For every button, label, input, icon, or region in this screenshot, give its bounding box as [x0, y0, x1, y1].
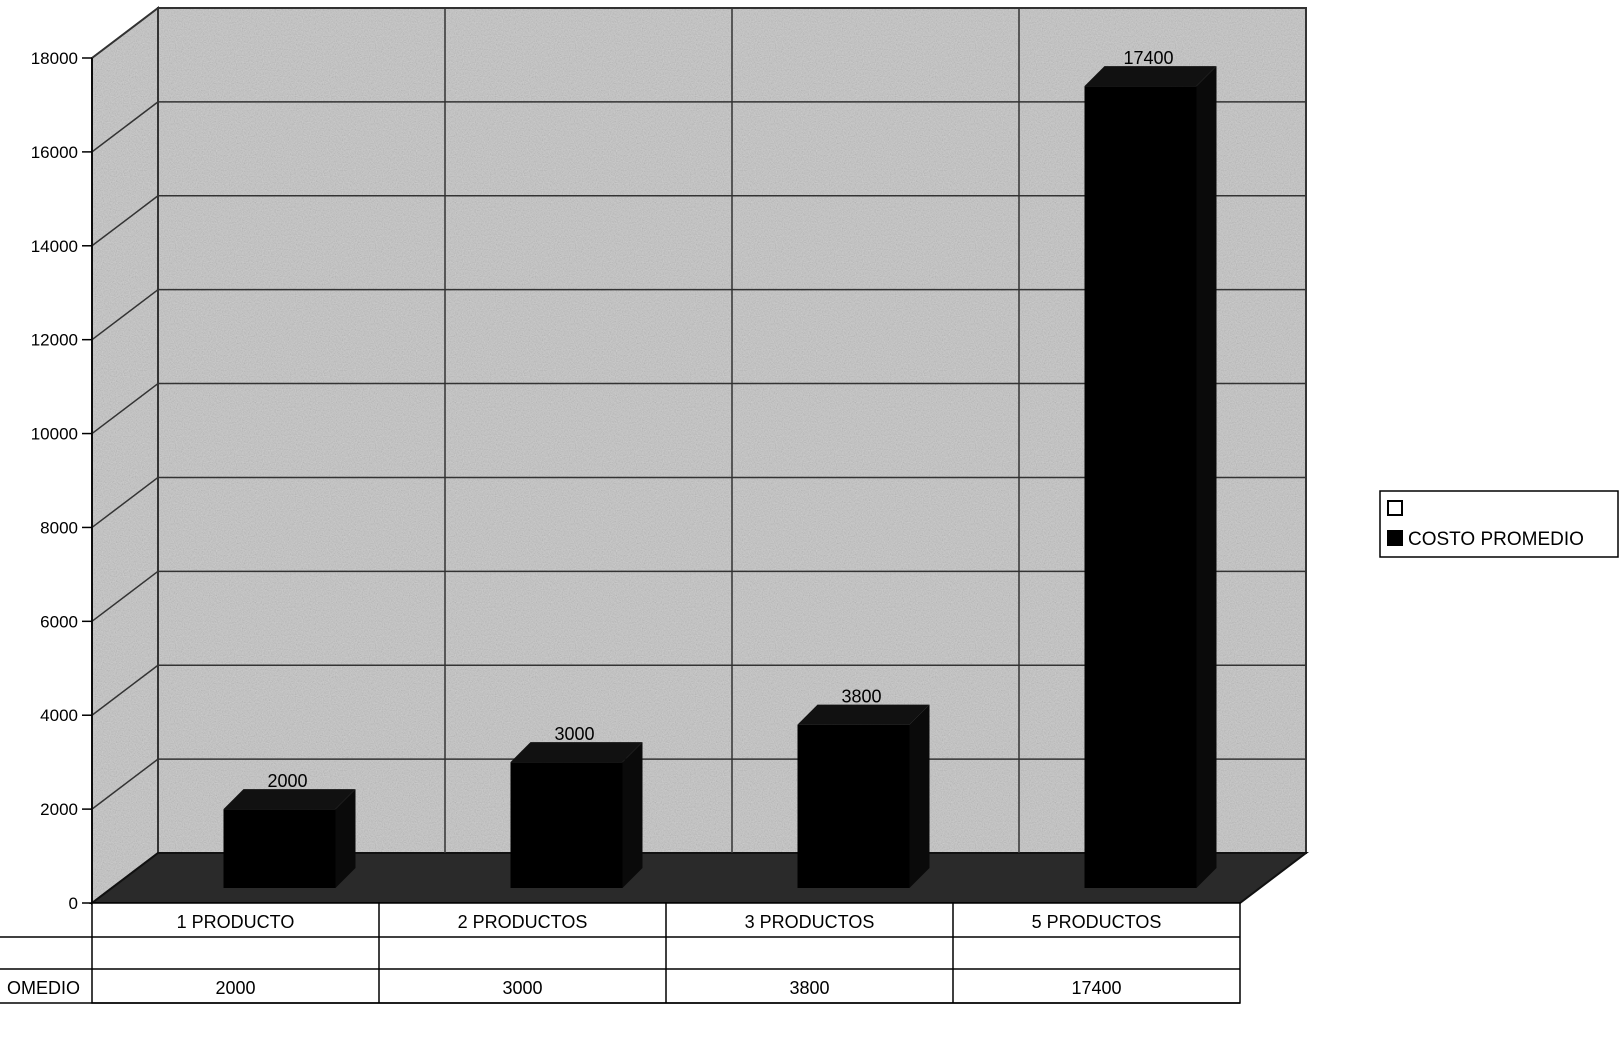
side-gridline	[91, 101, 159, 153]
side-gridline	[91, 195, 159, 247]
bar	[797, 704, 930, 888]
bar-data-label: 2000	[267, 771, 307, 791]
x-category-label: 1 PRODUCTO	[177, 912, 295, 932]
legend-label: COSTO PROMEDIO	[1408, 529, 1584, 550]
y-tick-label: 16000	[31, 143, 78, 162]
y-tick-label: 12000	[31, 331, 78, 350]
legend-swatch	[1387, 500, 1403, 516]
x-category-label: 5 PRODUCTOS	[1032, 912, 1162, 932]
bar	[1084, 66, 1217, 888]
legend-swatch	[1387, 530, 1403, 546]
side-gridline	[91, 664, 159, 716]
table-cell: 3800	[789, 978, 829, 998]
bar	[510, 742, 643, 888]
y-tick-label: 6000	[40, 612, 78, 631]
table-cell: 2000	[215, 978, 255, 998]
bar-front	[797, 724, 910, 888]
table-cell: 3000	[502, 978, 542, 998]
bar-front	[510, 762, 623, 888]
bar-data-label: 17400	[1123, 48, 1173, 68]
y-tick-label: 14000	[31, 237, 78, 256]
bar-side	[909, 704, 930, 888]
y-tick-label: 2000	[40, 800, 78, 819]
bar-side	[622, 742, 643, 888]
bar-top	[1084, 66, 1217, 87]
bar-top	[797, 704, 930, 725]
data-table: 1 PRODUCTO 2 PRODUCTOS 3 PRODUCTOS 5 PRODUC…	[0, 902, 1241, 1004]
y-tick-label: 4000	[40, 706, 78, 725]
side-gridline	[91, 570, 159, 622]
side-gridline	[91, 382, 159, 435]
side-gridline	[91, 289, 159, 341]
side-gridline	[91, 7, 159, 59]
side-gridline	[91, 476, 159, 529]
y-tick-label: 0	[69, 894, 78, 913]
table-row-label: OMEDIO	[7, 978, 80, 998]
y-axis: 0 2000 4000 6000 8000 10000 12000 14000 16000 180…	[31, 49, 93, 913]
bar-side	[1196, 66, 1217, 888]
bar-front	[223, 809, 336, 888]
bar-data-label: 3800	[841, 687, 881, 707]
bar-data-label: 3000	[554, 724, 594, 744]
x-category-label: 3 PRODUCTOS	[745, 912, 875, 932]
bar-top	[223, 789, 356, 810]
legend-box	[1379, 490, 1619, 558]
y-tick-label: 10000	[31, 425, 78, 444]
bars: 2000 3000 3800 17400	[223, 48, 1217, 888]
bar	[223, 789, 356, 888]
bar-front	[1084, 86, 1197, 888]
x-category-label: 2 PRODUCTOS	[458, 912, 588, 932]
table-cell: 17400	[1071, 978, 1121, 998]
bar-side	[335, 789, 356, 888]
legend: COSTO PROMEDIO	[1379, 490, 1619, 558]
y-tick-label: 18000	[31, 49, 78, 68]
bar-top	[510, 742, 643, 763]
side-wall	[91, 5, 159, 906]
y-tick-label: 8000	[40, 518, 78, 537]
side-gridline	[91, 758, 159, 810]
